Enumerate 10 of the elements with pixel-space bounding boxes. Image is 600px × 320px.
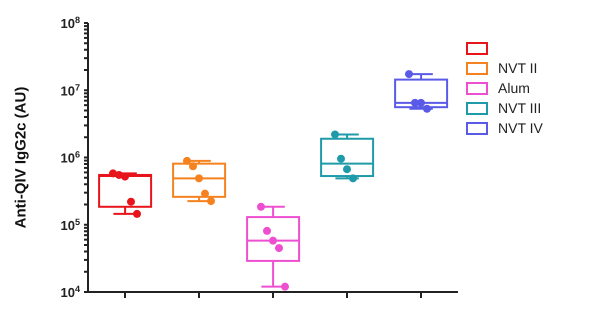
y-tick-label: 10$^{5}$ bbox=[60, 216, 80, 233]
legend-label: Alum bbox=[498, 80, 530, 96]
y-tick-label: 10$^{6}$ bbox=[60, 150, 80, 166]
legend-label: NVT II bbox=[498, 60, 538, 76]
legend-label: NVT III bbox=[498, 100, 542, 116]
y-axis-title: Anti-QIV IgG2c (AU) bbox=[12, 86, 30, 228]
y-tick-label: 10$^{7}$ bbox=[60, 82, 80, 98]
y-tick-label: 10$^{8}$ bbox=[60, 15, 80, 31]
y-tick-label: 10$^{4}$ bbox=[60, 284, 81, 300]
legend-label: NVT IV bbox=[498, 120, 543, 136]
